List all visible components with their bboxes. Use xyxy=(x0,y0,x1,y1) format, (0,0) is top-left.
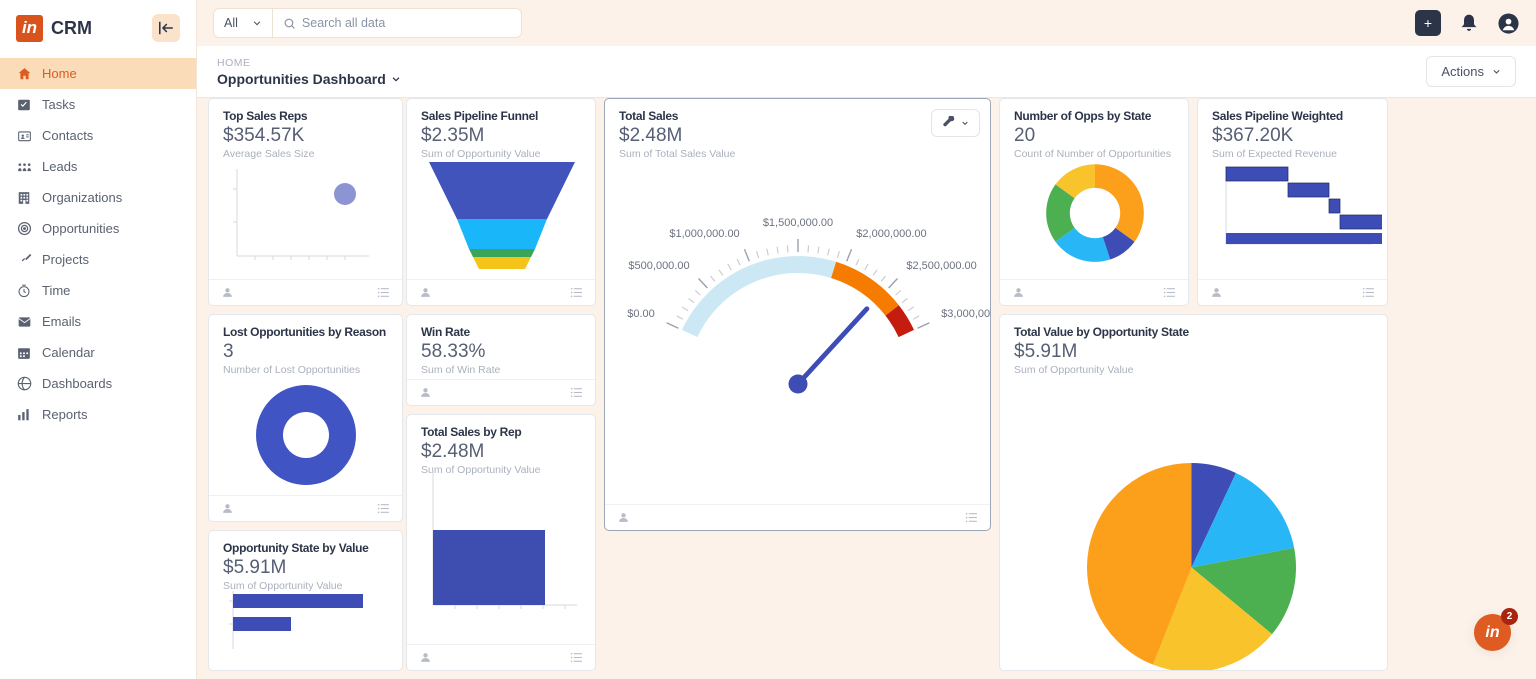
svg-text:$1,000,000.00: $1,000,000.00 xyxy=(669,228,739,240)
svg-text:$0.00: $0.00 xyxy=(627,308,655,320)
svg-text:$2,500,000.00: $2,500,000.00 xyxy=(906,260,976,272)
svg-text:$2,000,000.00: $2,000,000.00 xyxy=(856,228,926,240)
svg-text:$500,000.00: $500,000.00 xyxy=(628,260,689,272)
svg-text:$1,500,000.00: $1,500,000.00 xyxy=(763,217,833,229)
svg-text:$3,000,000.00: $3,000,000.00 xyxy=(941,308,991,320)
